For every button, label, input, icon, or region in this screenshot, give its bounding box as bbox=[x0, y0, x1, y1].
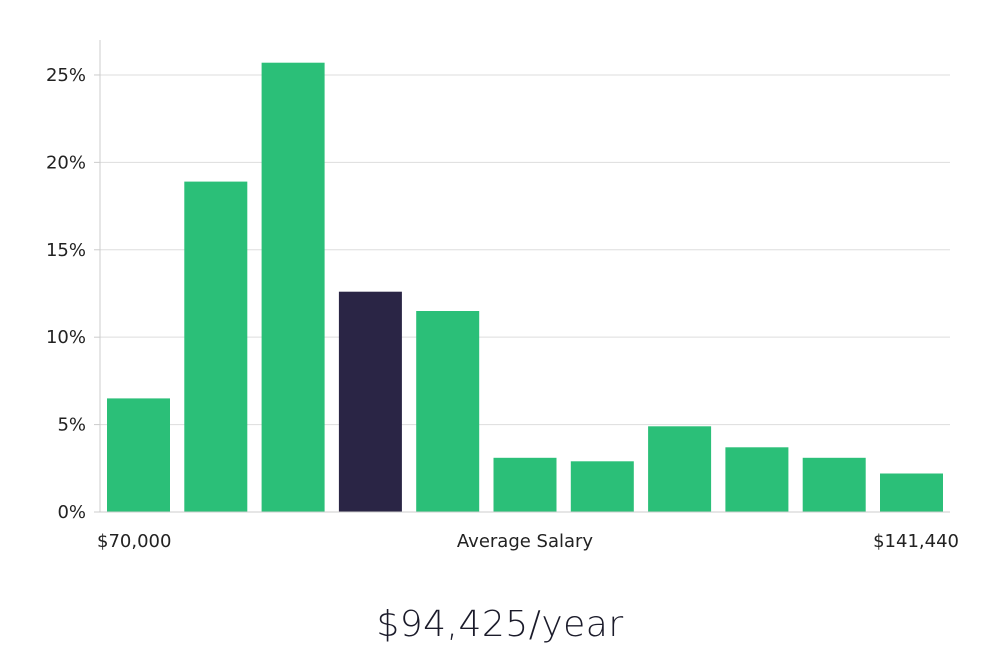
bar bbox=[880, 473, 943, 512]
bar bbox=[725, 447, 789, 512]
bar bbox=[802, 457, 866, 512]
bars bbox=[107, 62, 943, 512]
bar bbox=[261, 62, 325, 512]
average-salary-value: $94,425/year bbox=[376, 604, 624, 645]
y-tick-label: 20% bbox=[46, 152, 86, 173]
x-max-label: $141,440 bbox=[873, 531, 959, 552]
y-tick-label: 25% bbox=[46, 65, 86, 86]
y-tick-label: 15% bbox=[46, 240, 86, 261]
y-tick-label: 10% bbox=[46, 327, 86, 348]
axes bbox=[99, 40, 950, 513]
bar bbox=[184, 181, 248, 512]
y-tick-label: 5% bbox=[57, 415, 86, 436]
x-min-label: $70,000 bbox=[97, 531, 171, 552]
y-tick-labels: 0% 5% 10% 15% 20% 25% bbox=[46, 65, 86, 523]
bar bbox=[648, 426, 712, 512]
y-tick-label: 0% bbox=[57, 502, 86, 523]
bar bbox=[493, 457, 557, 512]
bar bbox=[416, 311, 480, 512]
salary-distribution-chart: 0%5%10%15%20%25% $70,000 Average Salary … bbox=[46, 40, 959, 552]
bar bbox=[570, 461, 634, 512]
bar bbox=[107, 398, 170, 512]
x-axis-label: Average Salary bbox=[457, 531, 594, 552]
bar-highlighted bbox=[338, 291, 402, 512]
